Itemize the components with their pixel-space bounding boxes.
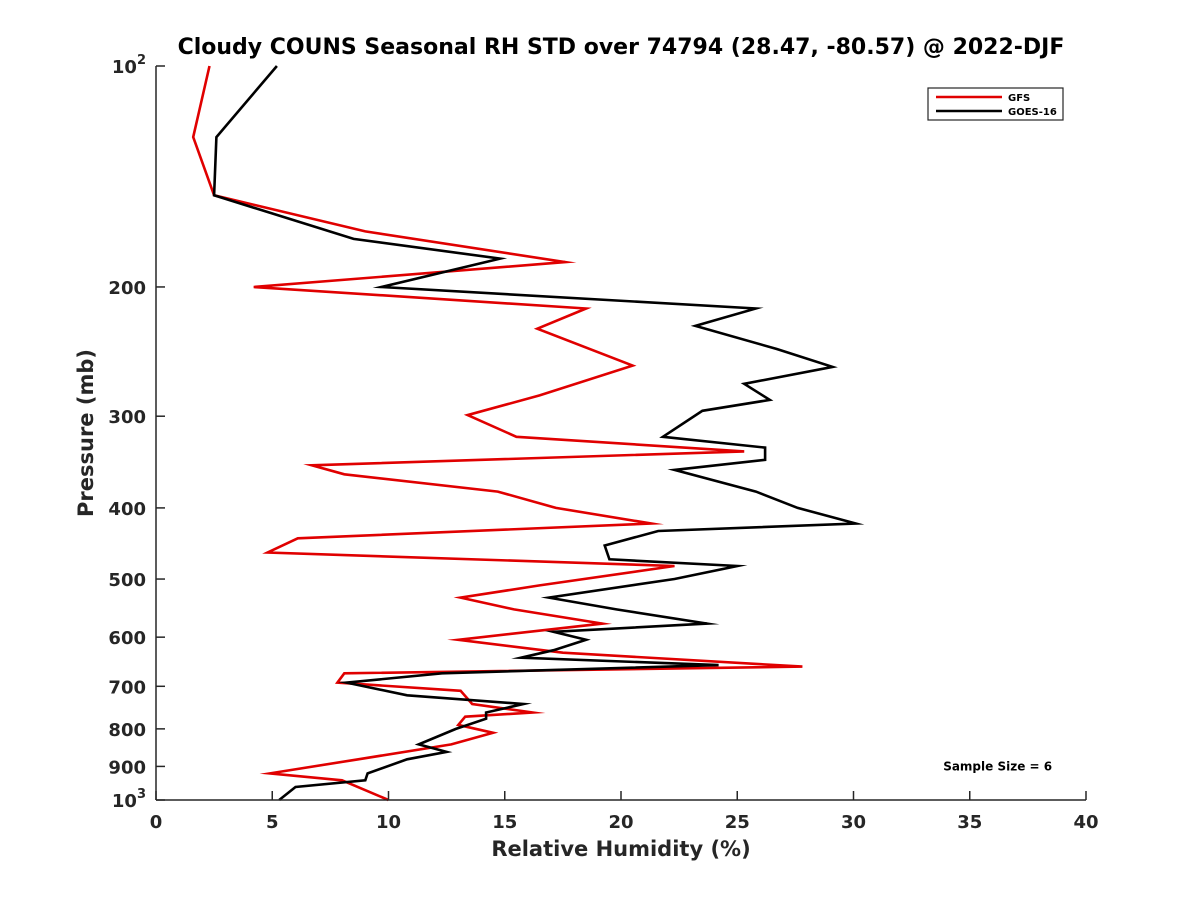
legend-label-gfs: GFS [1008, 93, 1030, 104]
x-tick-label: 0 [150, 812, 163, 833]
series-line-goes-16 [212, 65, 865, 802]
y-axis-label: Pressure (mb) [74, 349, 98, 517]
series-line-gfs [191, 65, 803, 802]
x-tick-label: 25 [725, 812, 750, 833]
x-tick-label: 40 [1073, 812, 1098, 833]
x-tick-label: 10 [376, 812, 401, 833]
y-tick-label: 700 [108, 677, 146, 698]
legend-label-goes-16: GOES-16 [1008, 107, 1057, 118]
chart-title: Cloudy COUNS Seasonal RH STD over 74794 … [178, 35, 1065, 60]
x-tick-label: 20 [608, 812, 633, 833]
sample-size-annotation: Sample Size = 6 [943, 759, 1052, 773]
y-tick-label: 500 [108, 570, 146, 591]
x-tick-label: 30 [841, 812, 866, 833]
y-tick-label: 900 [108, 757, 146, 778]
y-axis: 102 200 300 400 500 600 700 800 900 103 [108, 53, 165, 812]
y-tick-label: 102 [112, 53, 146, 78]
x-tick-label: 5 [266, 812, 279, 833]
y-tick-label: 600 [108, 628, 146, 649]
x-axis-label: Relative Humidity (%) [491, 837, 750, 861]
x-tick-label: 35 [957, 812, 982, 833]
annotations: Sample Size = 6 [943, 759, 1052, 773]
y-tick-label: 300 [108, 407, 146, 428]
x-tick-label: 15 [492, 812, 517, 833]
y-tick-label: 103 [112, 787, 146, 812]
plot-area [191, 65, 865, 802]
legend: GFS GOES-16 [927, 87, 1064, 121]
y-tick-label: 400 [108, 499, 146, 520]
legend-box [927, 87, 1064, 121]
y-tick-label: 800 [108, 720, 146, 741]
y-tick-label: 200 [108, 278, 146, 299]
x-axis: 0 5 10 15 20 25 30 35 40 [150, 791, 1099, 833]
